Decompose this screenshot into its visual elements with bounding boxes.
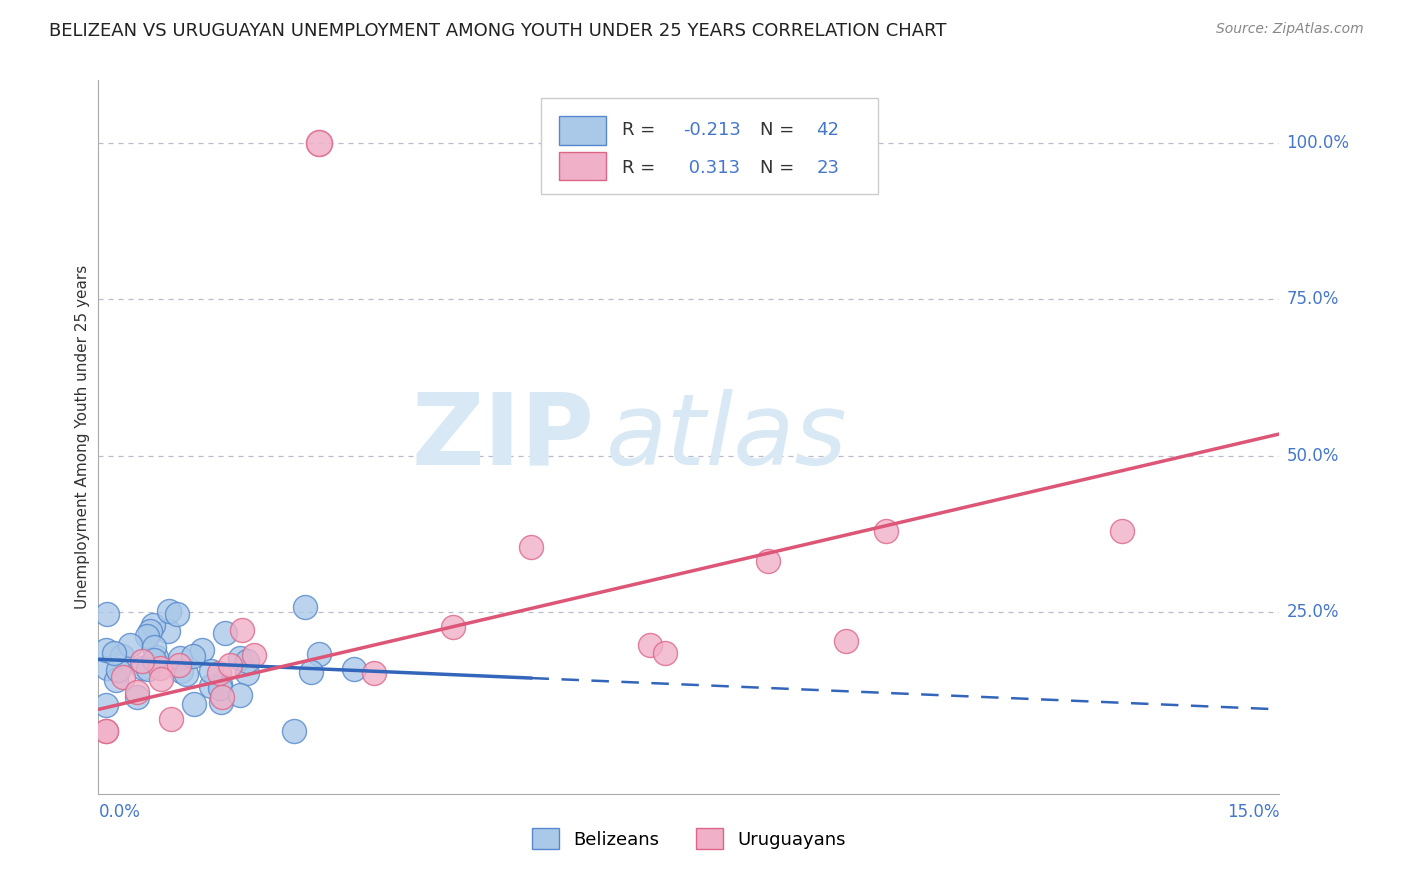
Text: 0.0%: 0.0% <box>98 804 141 822</box>
Text: 100.0%: 100.0% <box>1286 134 1350 152</box>
Text: 42: 42 <box>817 121 839 139</box>
Point <box>214 625 236 640</box>
Point <box>520 540 543 554</box>
Point <box>111 648 134 663</box>
Point <box>96 698 118 713</box>
Point <box>159 712 181 726</box>
Point <box>96 724 118 739</box>
Text: atlas: atlas <box>606 389 848 485</box>
Point <box>96 724 118 739</box>
Point <box>127 690 149 704</box>
Point <box>231 623 253 637</box>
Point <box>149 672 172 686</box>
Text: 23: 23 <box>817 159 839 177</box>
Point <box>112 670 135 684</box>
Point <box>143 653 166 667</box>
Point <box>756 554 779 568</box>
Point <box>208 665 231 680</box>
Point <box>654 646 676 660</box>
Point <box>135 629 157 643</box>
Point <box>103 646 125 660</box>
Point <box>638 638 661 652</box>
Point <box>191 642 214 657</box>
Text: N =: N = <box>759 159 800 177</box>
Point <box>308 136 330 150</box>
Point <box>1111 524 1133 538</box>
Point <box>174 667 197 681</box>
Point <box>209 681 232 695</box>
Y-axis label: Unemployment Among Youth under 25 years: Unemployment Among Youth under 25 years <box>75 265 90 609</box>
Point <box>181 648 204 663</box>
Point <box>363 666 385 681</box>
FancyBboxPatch shape <box>541 98 877 194</box>
Point <box>139 624 162 638</box>
Text: 0.313: 0.313 <box>683 159 740 177</box>
Point <box>211 690 233 705</box>
Point <box>294 599 316 614</box>
Point <box>200 679 222 693</box>
Point <box>200 664 222 678</box>
Point <box>299 665 322 679</box>
Text: R =: R = <box>621 159 661 177</box>
Text: 50.0%: 50.0% <box>1286 447 1339 465</box>
Point <box>835 633 858 648</box>
Point <box>283 724 305 739</box>
Point <box>142 618 165 632</box>
Point <box>236 665 259 680</box>
Point <box>145 649 167 664</box>
Point <box>169 664 191 678</box>
Point <box>169 651 191 665</box>
Point <box>219 658 242 673</box>
Text: ZIP: ZIP <box>412 389 595 485</box>
Point <box>243 648 266 662</box>
Point <box>235 654 257 668</box>
Text: 75.0%: 75.0% <box>1286 291 1339 309</box>
Point <box>138 662 160 676</box>
Text: R =: R = <box>621 121 661 139</box>
Point <box>120 638 142 652</box>
Point <box>166 607 188 621</box>
Point <box>875 524 897 538</box>
Text: 15.0%: 15.0% <box>1227 804 1279 822</box>
Point <box>209 695 232 709</box>
Point <box>157 624 180 639</box>
Text: BELIZEAN VS URUGUAYAN UNEMPLOYMENT AMONG YOUTH UNDER 25 YEARS CORRELATION CHART: BELIZEAN VS URUGUAYAN UNEMPLOYMENT AMONG… <box>49 22 946 40</box>
Point <box>229 651 252 665</box>
FancyBboxPatch shape <box>560 152 606 180</box>
Point <box>132 661 155 675</box>
Point <box>107 663 129 677</box>
Point <box>157 604 180 618</box>
Point <box>96 607 118 622</box>
Point <box>441 620 464 634</box>
Legend: Belizeans, Uruguayans: Belizeans, Uruguayans <box>524 821 853 856</box>
Point <box>308 647 330 661</box>
Point <box>96 661 118 675</box>
Point <box>183 697 205 711</box>
Point <box>104 673 127 687</box>
Text: -0.213: -0.213 <box>683 121 741 139</box>
Point <box>149 661 172 675</box>
FancyBboxPatch shape <box>560 116 606 145</box>
Point <box>343 662 366 676</box>
Text: N =: N = <box>759 121 800 139</box>
Point <box>208 676 231 690</box>
Point <box>143 640 166 654</box>
Text: Source: ZipAtlas.com: Source: ZipAtlas.com <box>1216 22 1364 37</box>
Text: 25.0%: 25.0% <box>1286 603 1339 622</box>
Point <box>167 657 190 672</box>
Point <box>127 685 149 699</box>
Point <box>229 688 252 702</box>
Point <box>131 654 153 668</box>
Point <box>96 643 118 657</box>
